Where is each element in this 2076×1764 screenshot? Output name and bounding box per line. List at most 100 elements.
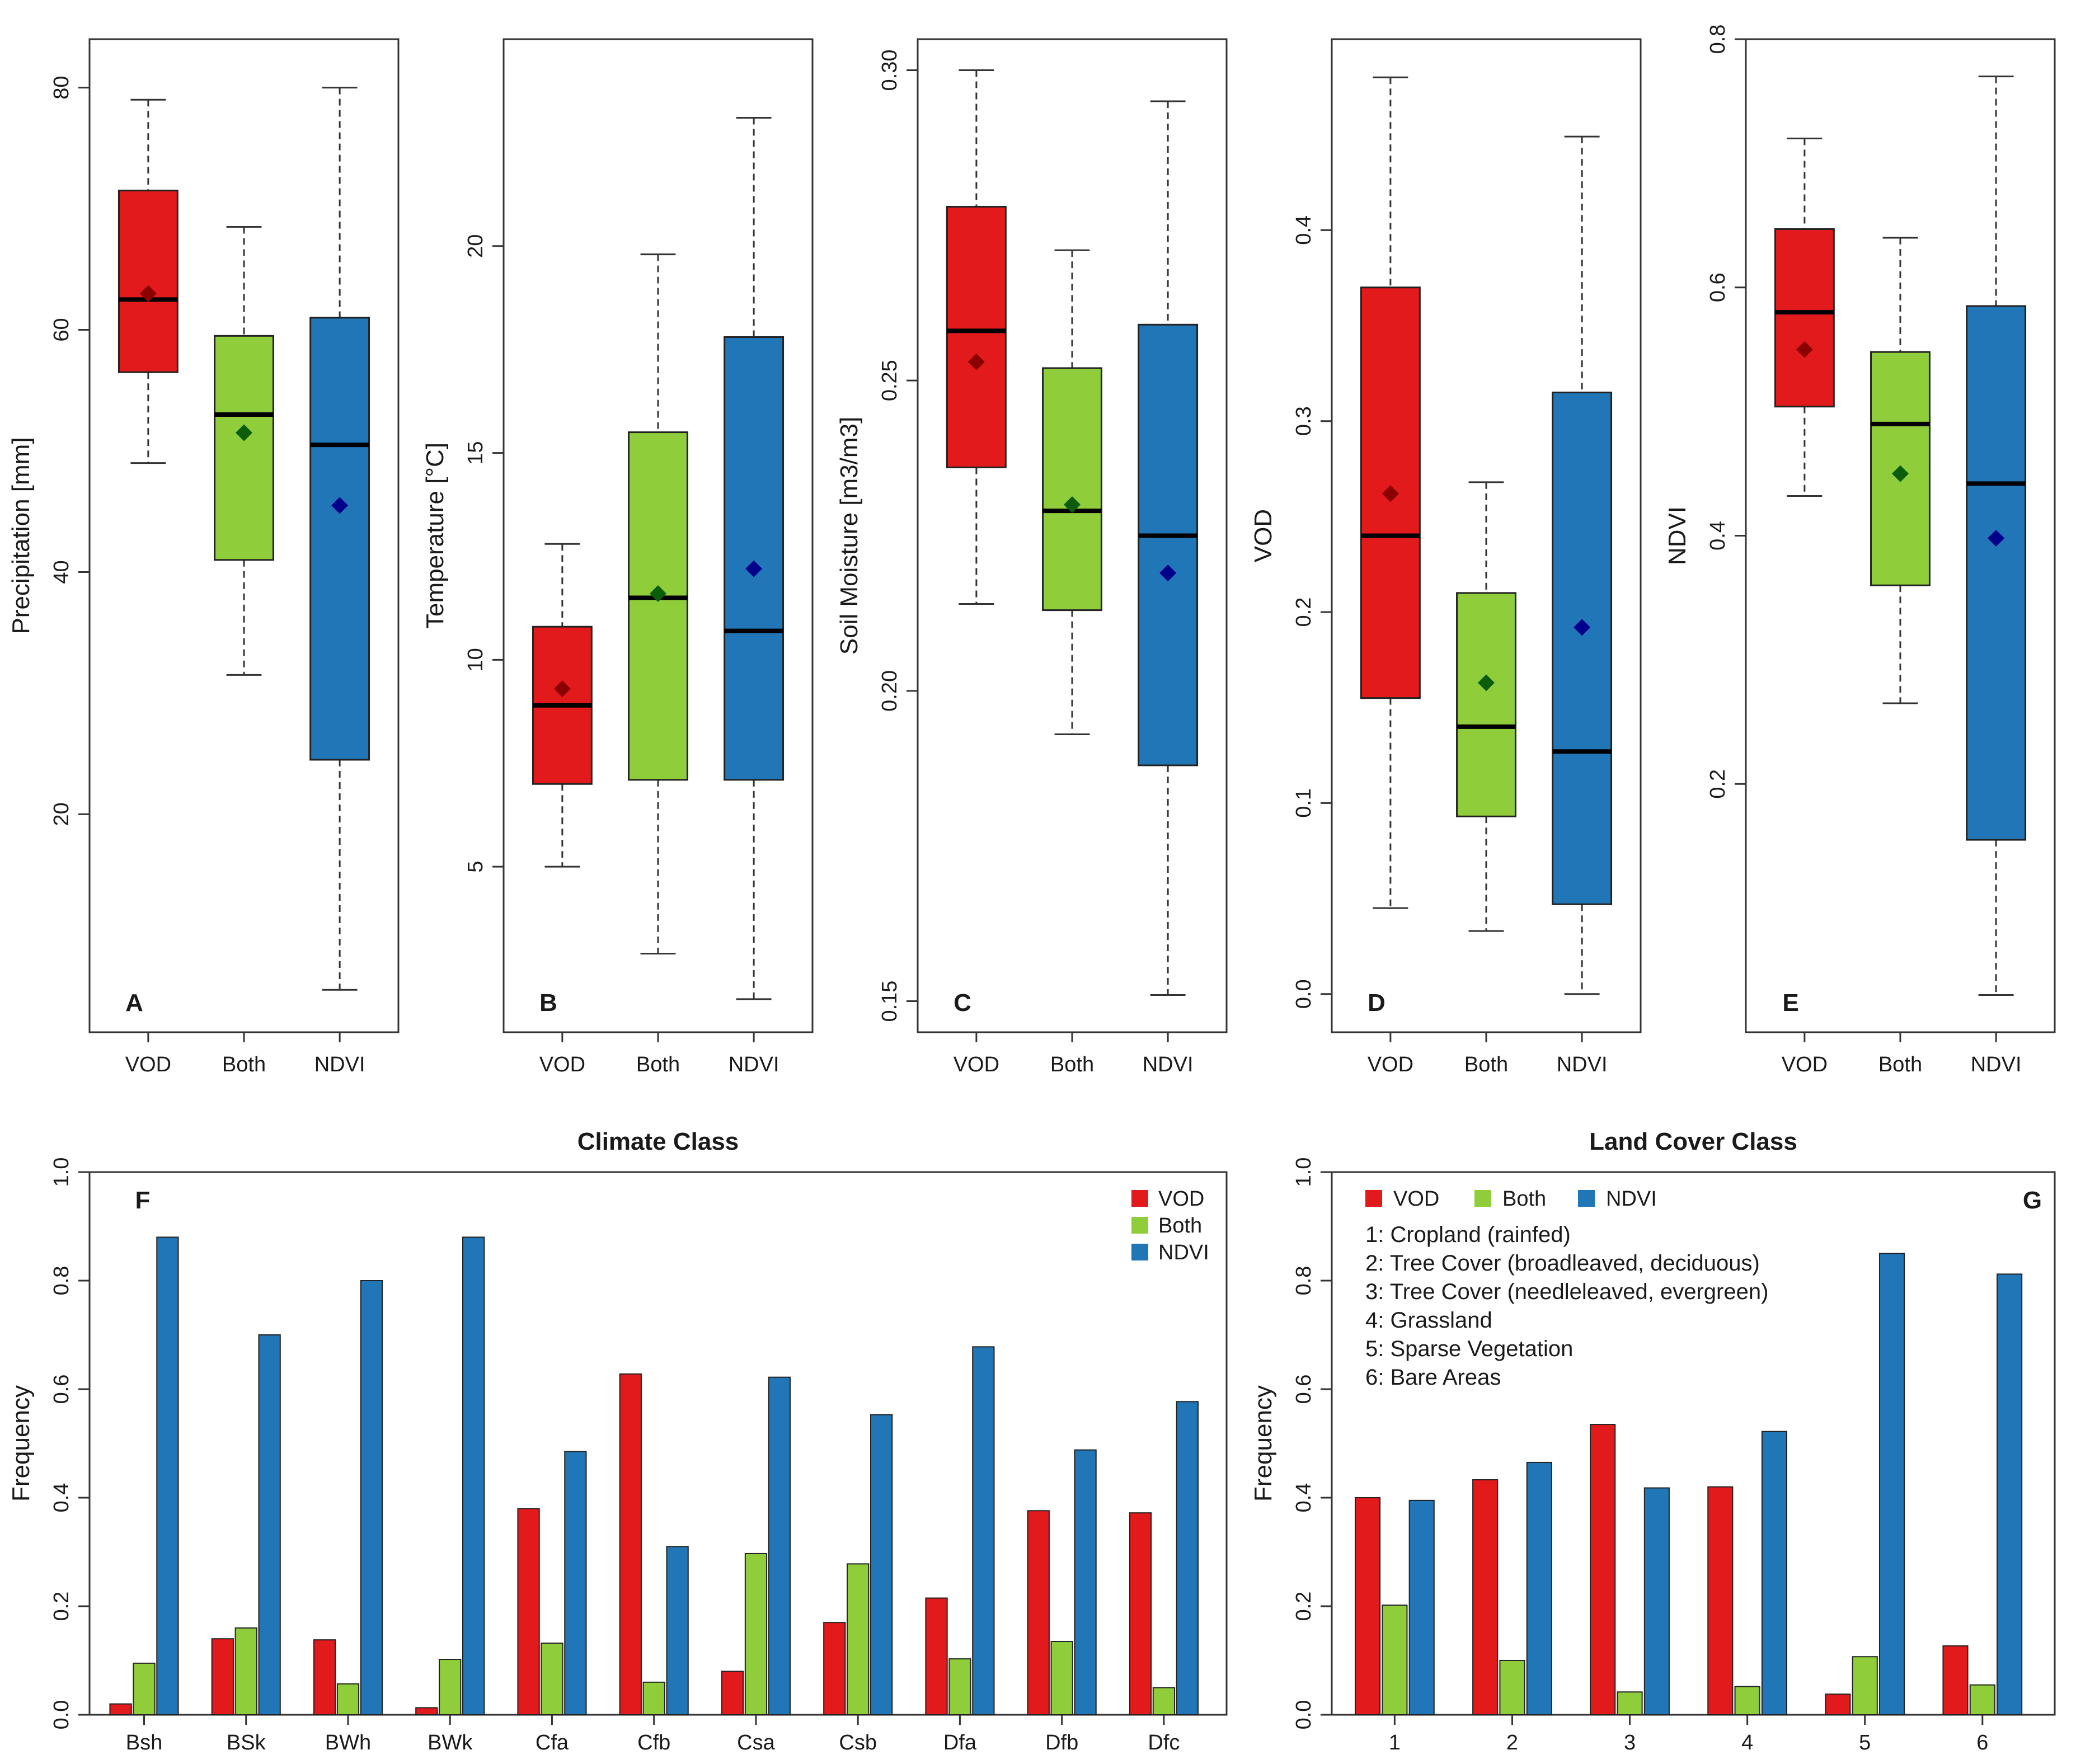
x-tick-label: 4 [1741,1731,1753,1754]
class-legend-item: 2: Tree Cover (broadleaved, deciduous) [1365,1251,1760,1276]
x-tick-label: Csa [737,1731,775,1754]
y-tick-label: 0.20 [878,670,901,712]
y-tick-label: 0.3 [1292,406,1316,436]
mean-marker [139,285,157,302]
bar-panel-g: Land Cover Class 0.0 0.2 0.4 0.6 0.8 1.0 Freque… [1250,1128,2056,1754]
y-tick-label: 40 [50,560,73,584]
bar-both [1969,1684,1995,1715]
y-tick-label: 0.4 [1706,521,1730,551]
y-tick-label: 0.4 [1292,215,1316,245]
box-ndvi [1138,323,1199,766]
boxplot-panel-e: 0.2 0.4 0.6 0.8 NDVI E VOD Both NDVI [1664,25,2056,1076]
bar-ndvi [1074,1449,1097,1715]
x-tick-label: 5 [1859,1731,1871,1754]
bar-both [642,1681,665,1716]
x-tick-label: BWk [428,1731,473,1754]
bar-ndvi [564,1451,587,1716]
x-tick-label: VOD [1782,1053,1828,1076]
mean-marker [1796,341,1813,358]
boxplot-panel-b: 5 10 15 20 Temperature [°C] B VOD Both NDVI [421,38,814,1076]
bar-both [1152,1687,1176,1715]
box-vod [1774,228,1835,408]
y-tick-label: 0.25 [878,360,901,401]
bar-vod [1590,1424,1616,1716]
x-tick-label: NDVI [1143,1053,1194,1076]
x-tick-label: Both [1050,1053,1094,1076]
bar-ndvi [972,1346,995,1716]
mean-marker [745,560,763,577]
bar-ndvi [462,1236,485,1715]
panel-label: D [1368,989,1385,1017]
y-tick-label: 10 [464,648,487,671]
x-tick-label: Both [636,1053,680,1076]
bar-vod [1942,1645,1969,1716]
bar-ndvi [1526,1461,1552,1715]
y-tick-label: 0.4 [1292,1483,1316,1513]
bar-both [234,1627,257,1716]
legend-label: Both [1502,1187,1546,1211]
bar-vod [517,1508,540,1715]
box-ndvi [309,317,370,761]
bar-both [336,1683,360,1715]
x-tick-label: Dfb [1045,1731,1078,1754]
bar-both [847,1563,870,1716]
class-legend-item: 4: Grassland [1365,1308,1492,1333]
y-tick-label: 5 [464,861,487,873]
bar-panel-f: Climate Class 0.0 0.2 0.4 0.6 0.8 1.0 Frequency… [7,1128,1228,1754]
bar-both [744,1553,768,1715]
x-tick-label: VOD [125,1053,171,1076]
bar-both [1734,1686,1760,1716]
bar-both [541,1642,563,1715]
box-ndvi [1552,391,1613,905]
x-tick-label: 1 [1389,1731,1401,1754]
x-tick-label: 2 [1506,1731,1518,1754]
y-tick-label: 20 [464,234,487,258]
y-axis-title: NDVI [1664,506,1691,565]
bar-vod [415,1707,438,1715]
y-tick-label: 0.8 [1706,25,1730,54]
y-axis-title: Temperature [°C] [421,443,449,629]
y-tick-label: 60 [50,318,73,341]
mean-marker [236,424,252,441]
x-tick-label: VOD [539,1053,585,1076]
x-tick-label: Cfb [637,1731,670,1754]
x-tick-label: VOD [954,1053,999,1076]
legend-label: NDVI [1158,1241,1209,1264]
y-tick-label: 0.2 [50,1592,73,1621]
bar-both [1617,1691,1643,1716]
chart-title: Climate Class [577,1128,739,1155]
y-tick-label: 0.2 [1706,769,1730,799]
y-tick-label: 80 [50,76,73,99]
panel-label: A [125,989,143,1017]
y-axis-title: VOD [1250,509,1277,562]
panel-label: E [1782,989,1798,1017]
bar-vod [619,1373,642,1716]
bar-ndvi [1643,1487,1670,1716]
legend-swatch-both [1474,1190,1491,1207]
bar-both [1499,1660,1525,1715]
y-tick-label: 0.8 [50,1266,73,1296]
mean-marker [650,585,666,603]
legend-label: VOD [1158,1187,1204,1211]
x-tick-label: NDVI [314,1053,365,1076]
mean-marker [967,353,985,370]
x-tick-label: BSk [227,1731,266,1754]
bar-vod [313,1639,336,1715]
y-tick-label: 1.0 [50,1158,73,1187]
bar-ndvi [1997,1273,2023,1716]
x-tick-label: Both [1878,1053,1922,1076]
legend-swatch-both [1131,1217,1148,1234]
mean-marker [1064,496,1081,514]
class-legend-item: 1: Cropland (rainfed) [1365,1222,1571,1247]
legend-swatch-vod [1365,1190,1382,1207]
bar-ndvi [1408,1499,1435,1716]
x-tick-label: 3 [1624,1731,1636,1754]
y-tick-label: 0.2 [1292,1592,1316,1621]
legend-swatch-ndvi [1131,1244,1148,1260]
x-tick-label: Dfc [1148,1731,1180,1754]
boxplot-panel-c: 0.15 0.20 0.25 0.30 Soil Moisture [m3/m3] C VO… [835,38,1228,1076]
bar-vod [721,1671,744,1715]
y-tick-label: 0.4 [50,1483,73,1513]
y-axis-title: Frequency [1250,1385,1277,1502]
